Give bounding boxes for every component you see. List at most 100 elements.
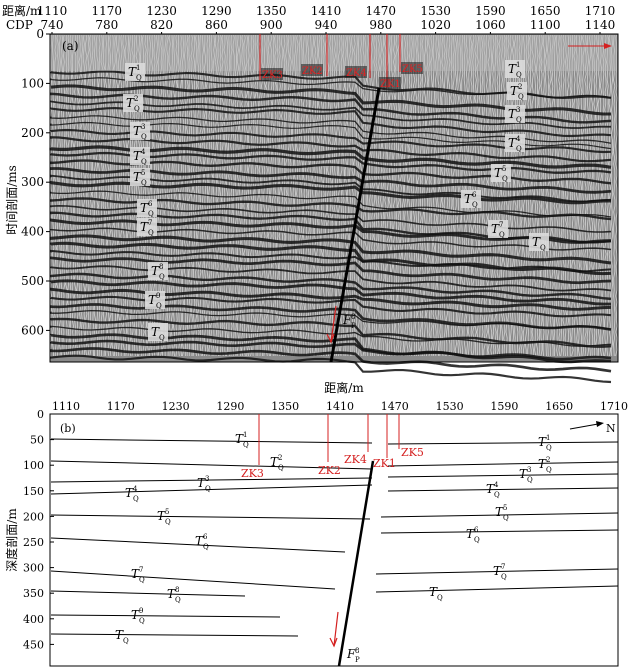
horizon-line (387, 487, 619, 492)
borehole-label: ZK4 (346, 68, 367, 79)
depth-tick-label: 450 (23, 638, 44, 651)
svg-text:1: 1 (136, 64, 140, 72)
svg-text:Q: Q (156, 302, 162, 310)
horizon-label: T 5 Q (495, 504, 509, 522)
svg-text:Q: Q (159, 273, 165, 281)
cdp-tick-label: 940 (315, 18, 338, 32)
borehole-label-zk1: ZK1 (373, 457, 396, 470)
svg-text:6: 6 (148, 200, 153, 208)
distance-tick-label: 1170 (107, 400, 135, 413)
depth-tick-label: 300 (23, 562, 44, 575)
svg-text:Q: Q (139, 576, 145, 584)
svg-text:T: T (115, 628, 124, 642)
time-tick-label: 100 (21, 76, 44, 90)
horizon-label: T 4 Q (130, 147, 150, 166)
svg-text:3: 3 (205, 475, 209, 483)
svg-text:Q: Q (502, 175, 508, 183)
horizon-label: T 2 Q (507, 82, 527, 101)
svg-text:2: 2 (518, 83, 522, 91)
cdp-tick-label: 820 (150, 18, 173, 32)
horizon-label: T 3 Q (197, 475, 211, 493)
panel-b: 距离/m 1110 1170 1230 1290 1350 1410 1470 1530 159… (4, 380, 628, 667)
borehole-label-zk1: ZK1 (379, 77, 401, 90)
borehole-label-zk4: ZK4 (344, 453, 367, 466)
panel-b-fault (329, 460, 375, 667)
horizon-line (387, 441, 619, 445)
svg-text:6: 6 (203, 533, 208, 541)
panel-a-y-axis-title: 时间剖面/ms (5, 165, 19, 235)
svg-text:Q: Q (133, 495, 139, 503)
depth-tick-label: 150 (23, 485, 44, 498)
svg-text:Q: Q (243, 441, 249, 449)
distance-tick-label: 1410 (311, 4, 342, 18)
panel-b-y-axis-title: 深度剖面/m (4, 508, 19, 572)
svg-text:2: 2 (134, 95, 138, 103)
svg-text:T: T (131, 567, 140, 581)
svg-text:T: T (486, 482, 495, 496)
svg-text:4: 4 (141, 148, 146, 156)
depth-tick-label: 350 (23, 587, 44, 600)
svg-text:Q: Q (205, 485, 211, 493)
borehole-label: ZK3 (262, 70, 283, 81)
horizon-line (50, 477, 373, 483)
svg-text:T: T (140, 201, 149, 215)
svg-text:Q: Q (501, 573, 507, 581)
svg-text:T: T (493, 564, 502, 578)
panel-b-x-ticks: 1110 1170 1230 1290 1350 1410 1470 1530 1590 1650… (52, 400, 628, 418)
svg-text:Q: Q (159, 334, 165, 342)
cdp-tick-label: 860 (205, 18, 228, 32)
svg-text:Q: Q (516, 145, 522, 153)
borehole-label: ZK1 (380, 79, 401, 90)
svg-text:P: P (355, 656, 360, 664)
svg-text:Q: Q (516, 116, 522, 124)
panel-b-label: (b) (60, 422, 76, 435)
cdp-tick-label: 1140 (585, 18, 616, 32)
cdp-tick-label: 980 (369, 18, 392, 32)
svg-text:4: 4 (494, 481, 499, 489)
svg-text:8: 8 (355, 647, 359, 655)
distance-axis-title-a: 距离/m (2, 3, 42, 18)
horizon-label: T 8 Q (148, 262, 168, 281)
svg-text:Q: Q (503, 514, 509, 522)
horizon-line (50, 537, 346, 553)
svg-text:Q: Q (141, 158, 147, 166)
svg-text:T: T (195, 534, 204, 548)
horizon-label: T 6 Q (195, 533, 209, 551)
svg-text:T: T (495, 505, 504, 519)
borehole-label-zk3: ZK3 (241, 467, 264, 480)
svg-text:T: T (508, 107, 517, 121)
depth-tick-label: 100 (23, 459, 44, 472)
svg-text:Q: Q (148, 229, 154, 237)
distance-tick-label: 1110 (52, 400, 80, 413)
svg-text:3: 3 (141, 123, 145, 131)
svg-text:T: T (126, 96, 135, 110)
svg-text:5: 5 (503, 504, 507, 512)
horizon-label: T 7 Q (488, 220, 508, 239)
borehole-label-zk2: ZK2 (301, 64, 323, 77)
svg-text:7: 7 (139, 566, 143, 574)
horizon-label: T 1 Q (538, 434, 552, 452)
cdp-tick-label: 780 (95, 18, 118, 32)
borehole-label-zk2: ZK2 (318, 464, 341, 477)
time-tick-label: 400 (21, 225, 44, 239)
svg-text:2: 2 (278, 454, 282, 462)
svg-text:Q: Q (141, 133, 147, 141)
horizon-label: T 6 Q (461, 190, 481, 209)
distance-tick-label: 1410 (326, 400, 354, 413)
distance-tick-label: 1350 (271, 400, 299, 413)
distance-tick-label: 1710 (585, 4, 616, 18)
svg-text:Q: Q (437, 594, 443, 602)
svg-text:9: 9 (139, 607, 143, 615)
panel-b-horizon-lines (50, 438, 619, 637)
svg-text:T: T (125, 486, 134, 500)
distance-tick-label: 1290 (201, 4, 232, 18)
svg-text:4: 4 (133, 485, 138, 493)
svg-text:T: T (151, 325, 160, 339)
distance-tick-label: 1350 (256, 4, 287, 18)
svg-text:T: T (491, 222, 500, 236)
cdp-tick-label: 900 (260, 18, 283, 32)
svg-text:Q: Q (175, 596, 181, 604)
horizon-line (50, 633, 299, 637)
